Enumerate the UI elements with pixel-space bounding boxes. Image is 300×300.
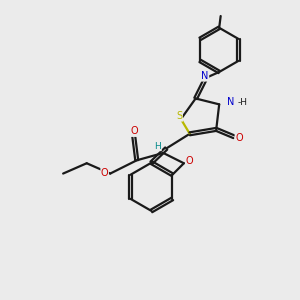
- Text: -H: -H: [238, 98, 248, 107]
- Text: N: N: [227, 97, 234, 107]
- Text: O: O: [101, 168, 109, 178]
- Text: O: O: [235, 133, 243, 143]
- Text: O: O: [186, 157, 194, 166]
- Text: O: O: [130, 126, 138, 136]
- Text: N: N: [201, 71, 209, 81]
- Text: H: H: [154, 142, 161, 151]
- Text: S: S: [176, 111, 182, 121]
